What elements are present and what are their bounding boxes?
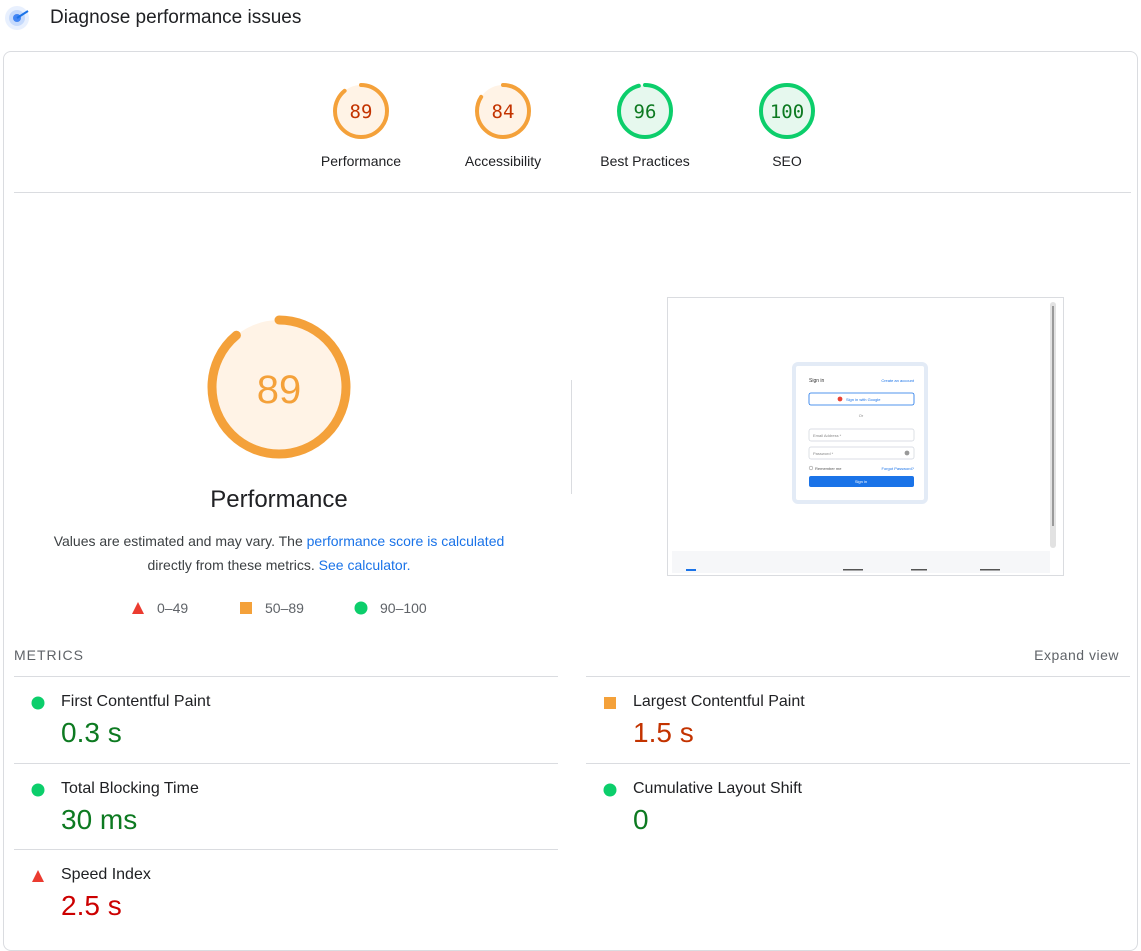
metric-name: Largest Contentful Paint	[633, 693, 805, 710]
thumb-forgot: Forgot Password?	[882, 466, 915, 471]
green-circle-icon	[354, 601, 368, 615]
gauge-label: Performance	[320, 153, 402, 169]
metric-name: First Contentful Paint	[61, 693, 211, 710]
desc-text: Values are estimated and may vary. The	[53, 533, 307, 549]
legend-item-average: 50–89	[239, 600, 304, 616]
gauge-accessibility[interactable]: 84 Accessibility	[433, 81, 573, 169]
legend-item-poor: 0–49	[131, 600, 188, 616]
gauge-score: 100	[770, 101, 804, 123]
gauge-ring-icon: 84	[475, 83, 531, 139]
metric-name: Cumulative Layout Shift	[633, 780, 802, 797]
page-title: Diagnose performance issues	[50, 7, 302, 28]
gauge-ring-icon: 96	[617, 83, 673, 139]
score-calculated-link[interactable]: performance score is calculated	[306, 533, 505, 549]
gauge-seo[interactable]: 100 SEO	[717, 81, 857, 169]
report-card: 89 Performance 84 Accessibility 96 Best …	[3, 51, 1138, 951]
performance-heading: Performance	[210, 486, 348, 513]
lighthouse-logo-icon	[5, 6, 29, 30]
metric-value: 0	[633, 804, 649, 835]
performance-description: Values are estimated and may vary. The p…	[34, 529, 524, 577]
metric-name: Total Blocking Time	[61, 780, 199, 797]
orange-square-icon	[604, 697, 616, 709]
legend-range: 50–89	[265, 600, 304, 616]
thumb-or: Or	[859, 413, 864, 418]
gauge-label: Best Practices	[600, 153, 690, 169]
see-calculator-link[interactable]: See calculator.	[318, 557, 411, 573]
thumb-password: Password *	[813, 451, 834, 456]
thumb-create-account: Create an account	[881, 378, 915, 383]
page-screenshot-thumbnail: Sign in Create an account Sign in with G…	[668, 298, 1063, 575]
legend-range: 90–100	[380, 600, 427, 616]
red-triangle-icon	[32, 870, 44, 882]
red-triangle-icon	[132, 602, 144, 614]
legend-item-good: 90–100	[354, 600, 427, 616]
metric-name: Speed Index	[61, 866, 151, 883]
metric-value: 2.5 s	[61, 890, 122, 921]
performance-gauge: 89	[207, 315, 351, 459]
header-bar: Diagnose performance issues	[0, 0, 1141, 36]
gauge-label: Accessibility	[464, 153, 542, 169]
gauge-score: 84	[492, 101, 515, 123]
metric-value: 0.3 s	[61, 717, 122, 748]
metric-cumulative-layout-shift[interactable]: Cumulative Layout Shift 0	[586, 763, 1130, 849]
metric-largest-contentful-paint[interactable]: Largest Contentful Paint 1.5 s	[586, 676, 1130, 762]
gauge-ring-icon: 89	[333, 83, 389, 139]
desc-text: directly from these metrics.	[147, 557, 319, 573]
metric-total-blocking-time[interactable]: Total Blocking Time 30 ms	[14, 763, 558, 849]
gauge-ring-icon: 100	[759, 83, 815, 139]
score-legend: 0–49 50–89 90–100	[124, 600, 464, 624]
thumb-google-button: Sign in with Google	[846, 397, 881, 402]
green-circle-icon	[603, 783, 617, 797]
metric-value: 1.5 s	[633, 717, 694, 748]
final-screenshot[interactable]: Sign in Create an account Sign in with G…	[667, 297, 1064, 576]
gauge-performance[interactable]: 89 Performance	[291, 81, 431, 169]
thumb-remember: Remember me	[815, 466, 842, 471]
metric-value: 30 ms	[61, 804, 138, 835]
legend-range: 0–49	[157, 600, 189, 616]
metric-speed-index[interactable]: Speed Index 2.5 s	[14, 849, 558, 935]
gauge-best-practices[interactable]: 96 Best Practices	[575, 81, 715, 169]
green-circle-icon	[31, 783, 45, 797]
gauge-label: SEO	[772, 153, 802, 169]
gauge-score: 96	[634, 101, 657, 123]
metrics-heading: METRICS	[14, 647, 84, 663]
thumb-email: Email Address *	[813, 433, 842, 438]
score-gauges: 89 Performance 84 Accessibility 96 Best …	[314, 81, 874, 181]
gauge-score: 89	[350, 101, 373, 123]
thumb-sign-in-button: Sign in	[855, 479, 867, 484]
green-circle-icon	[31, 696, 45, 710]
section-divider	[571, 380, 572, 494]
metric-first-contentful-paint[interactable]: First Contentful Paint 0.3 s	[14, 676, 558, 762]
gauges-divider	[14, 192, 1131, 193]
performance-score: 89	[257, 368, 302, 412]
thumb-sign-in: Sign in	[809, 378, 825, 384]
orange-square-icon	[240, 602, 252, 614]
expand-view-toggle[interactable]: Expand view	[1034, 647, 1119, 663]
